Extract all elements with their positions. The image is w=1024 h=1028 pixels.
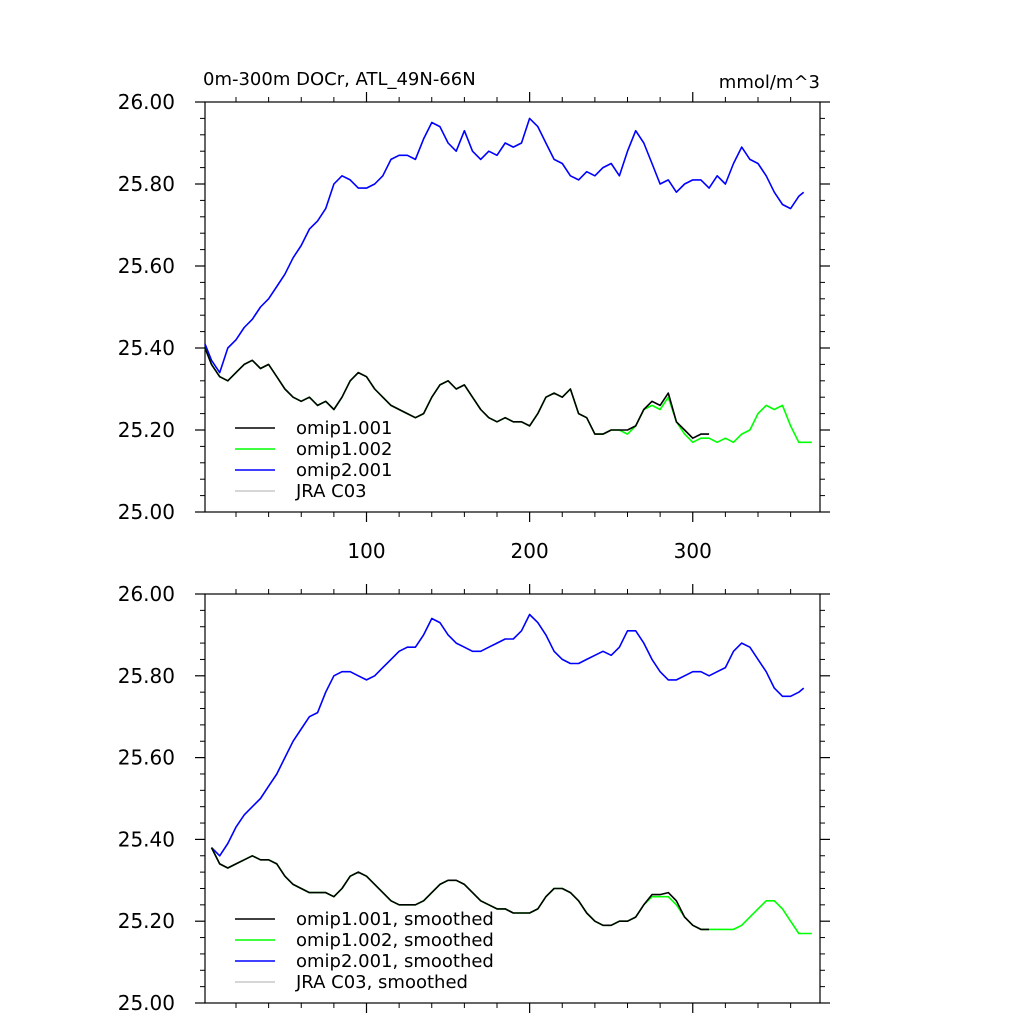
legend-label: omip2.001 bbox=[296, 460, 393, 481]
y-tick-label: 25.40 bbox=[118, 336, 175, 360]
x-tick-label: 300 bbox=[674, 539, 712, 563]
legend-label: omip2.001, smoothed bbox=[296, 951, 494, 972]
legend-label: omip1.001, smoothed bbox=[296, 909, 494, 930]
x-axis: 100 200 300 bbox=[235, 92, 792, 563]
y-tick-label: 25.60 bbox=[118, 254, 175, 278]
series-line-0 bbox=[210, 613, 805, 857]
plot-frame bbox=[204, 593, 821, 1004]
series-line-0 bbox=[204, 117, 805, 374]
x-tick-label: 100 bbox=[347, 539, 385, 563]
legend-label: JRA C03 bbox=[295, 481, 367, 502]
y-tick-label: 25.40 bbox=[118, 827, 175, 851]
legend-label: omip1.001 bbox=[296, 418, 393, 439]
series-group bbox=[204, 117, 812, 444]
y-tick-label: 25.00 bbox=[118, 991, 175, 1015]
y-tick-label: 25.60 bbox=[118, 746, 175, 770]
y-tick-label: 25.20 bbox=[118, 418, 175, 442]
units-label: mmol/m^3 bbox=[719, 72, 820, 93]
top-panel: 25.00 25.20 25.40 25.60 25.80 26.00 100 200 300 o… bbox=[118, 90, 830, 563]
series-group bbox=[210, 613, 812, 935]
series-line-2 bbox=[204, 347, 710, 440]
y-tick-label: 26.00 bbox=[118, 582, 175, 606]
chart-title: 0m-300m DOCr, ATL_49N-66N bbox=[203, 69, 476, 90]
bottom-panel: 25.00 25.20 25.40 25.60 25.80 26.00 omip1.001,… bbox=[118, 582, 830, 1015]
y-tick-label: 25.00 bbox=[118, 500, 175, 524]
y-tick-label: 25.20 bbox=[118, 909, 175, 933]
legend-label: omip1.002, smoothed bbox=[296, 930, 494, 951]
y-tick-label: 25.80 bbox=[118, 664, 175, 688]
y-tick-label: 25.80 bbox=[118, 172, 175, 196]
legend-label: omip1.002 bbox=[296, 439, 393, 460]
y-tick-label: 26.00 bbox=[118, 90, 175, 114]
legend-label: JRA C03, smoothed bbox=[295, 972, 468, 993]
x-tick-label: 200 bbox=[511, 539, 549, 563]
y-axis: 25.00 25.20 25.40 25.60 25.80 26.00 bbox=[118, 90, 830, 524]
plot-frame bbox=[204, 101, 821, 513]
series-line-2 bbox=[210, 847, 710, 931]
x-axis bbox=[235, 584, 792, 1013]
y-axis: 25.00 25.20 25.40 25.60 25.80 26.00 bbox=[118, 582, 830, 1015]
